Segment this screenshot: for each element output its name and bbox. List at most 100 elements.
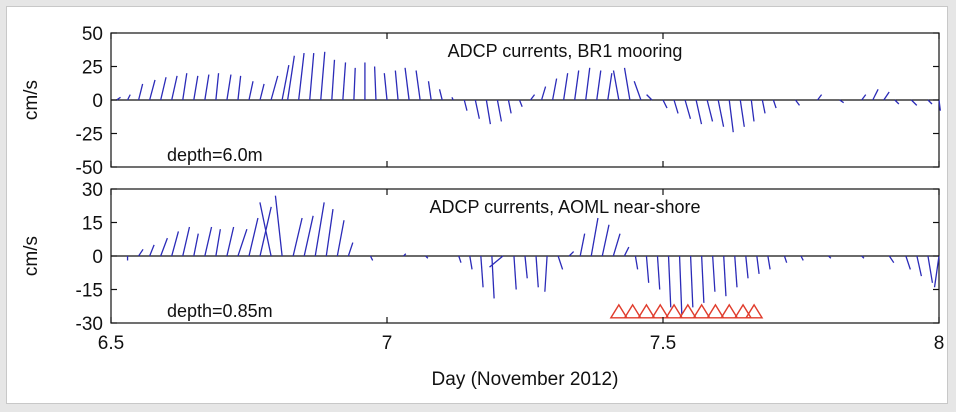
current-stick [314, 202, 325, 257]
current-stick [756, 255, 760, 274]
current-stick [438, 89, 443, 101]
y-tick-label: 0 [92, 91, 103, 112]
current-stick [320, 51, 326, 101]
current-stick [474, 99, 480, 119]
current-stick [607, 73, 613, 101]
current-stick [204, 226, 213, 257]
current-stick [137, 83, 144, 101]
current-stick [673, 99, 679, 114]
current-stick [193, 75, 199, 101]
current-stick [309, 53, 315, 101]
triangle-marker [719, 303, 739, 319]
current-stick [557, 255, 564, 270]
current-stick [171, 231, 180, 257]
current-stick [761, 99, 766, 114]
current-stick [215, 229, 221, 257]
y-tick-label: 25 [82, 58, 103, 79]
y-tick-label: -30 [76, 314, 103, 335]
current-stick [723, 255, 727, 297]
current-stick [916, 255, 923, 277]
y-tick-label: 0 [92, 247, 103, 268]
y-ticks-br1: 50 25 0 -25 -50 [76, 24, 940, 179]
current-stick [226, 226, 235, 257]
current-stick [336, 220, 345, 257]
current-stick [325, 209, 334, 257]
current-stick [518, 99, 523, 107]
current-stick [667, 255, 672, 308]
current-stick [633, 81, 642, 101]
current-stick [585, 67, 591, 101]
current-stick [910, 99, 918, 106]
current-stick [767, 255, 771, 270]
current-stick [750, 99, 755, 122]
current-stick [248, 81, 254, 101]
current-stick [353, 67, 356, 101]
current-stick [772, 99, 777, 109]
panel-title-br1: ADCP currents, BR1 mooring [448, 41, 683, 61]
current-stick [623, 67, 631, 101]
y-axis-label-br1: cm/s [21, 80, 42, 120]
current-stick [513, 255, 517, 290]
current-stick [656, 255, 661, 290]
current-stick [712, 255, 716, 292]
current-stick [182, 73, 188, 101]
current-stick [574, 70, 580, 101]
current-stick [281, 65, 290, 101]
current-stick [458, 255, 462, 263]
y-tick-label: 30 [82, 180, 103, 201]
current-stick [298, 53, 305, 101]
current-stick [695, 99, 703, 125]
x-tick-label: 7 [382, 333, 393, 354]
current-stick [404, 67, 410, 101]
current-stick [634, 255, 639, 270]
current-stick [623, 246, 630, 257]
current-stick [425, 255, 429, 259]
triangle-marker [692, 303, 711, 319]
current-stick [149, 244, 155, 257]
current-stick [938, 99, 941, 111]
current-stick [160, 237, 168, 257]
current-stick [427, 81, 432, 101]
y-tick-label: -25 [76, 125, 103, 146]
current-stick [507, 99, 512, 114]
current-stick [485, 99, 492, 125]
current-stick [270, 75, 279, 101]
current-stick [259, 83, 265, 101]
current-stick [888, 255, 895, 264]
current-stick [491, 255, 495, 299]
current-stick [215, 73, 220, 101]
current-stick [839, 99, 845, 104]
current-stick [171, 75, 178, 101]
current-stick [383, 73, 388, 101]
current-stick [544, 255, 548, 292]
current-stick [303, 215, 314, 257]
current-stick [662, 99, 668, 109]
current-stick [678, 255, 683, 315]
current-stick [226, 74, 232, 101]
current-stick [689, 255, 694, 308]
current-stick [182, 226, 191, 257]
current-stick [489, 255, 504, 268]
current-stick [706, 99, 714, 122]
current-stick [160, 77, 167, 101]
current-stick [480, 255, 484, 288]
current-stick [331, 59, 336, 101]
y-tick-label: -50 [76, 158, 103, 179]
triangle-marker [623, 303, 642, 319]
triangle-marker [744, 303, 764, 319]
current-stick [817, 94, 823, 101]
current-stick [524, 255, 528, 279]
current-stick [927, 99, 933, 105]
current-stick [535, 255, 539, 288]
figure-frame: 50 25 0 -25 -50 ADCP currents, BR1 mooring d… [6, 6, 948, 404]
current-stick [590, 217, 599, 257]
current-stick [463, 99, 468, 111]
triangle-marker [706, 303, 725, 319]
stick-series-br1 [116, 51, 941, 133]
current-stick [684, 99, 692, 119]
stick-plot-chart: 50 25 0 -25 -50 ADCP currents, BR1 mooring d… [21, 24, 944, 390]
y-tick-label: -15 [76, 281, 103, 302]
current-stick [905, 255, 911, 270]
current-stick [601, 224, 610, 257]
current-stick [646, 94, 653, 101]
